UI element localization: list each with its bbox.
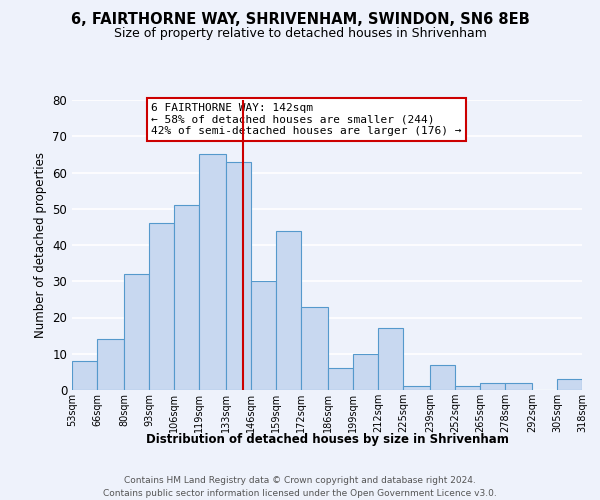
Text: Distribution of detached houses by size in Shrivenham: Distribution of detached houses by size …	[146, 432, 508, 446]
Y-axis label: Number of detached properties: Number of detached properties	[34, 152, 47, 338]
Bar	[174, 205, 199, 390]
Bar	[124, 274, 149, 390]
Bar	[455, 386, 480, 390]
Bar	[226, 162, 251, 390]
Bar	[97, 339, 124, 390]
Text: 6 FAIRTHORNE WAY: 142sqm
← 58% of detached houses are smaller (244)
42% of semi-: 6 FAIRTHORNE WAY: 142sqm ← 58% of detach…	[151, 103, 461, 136]
Text: Size of property relative to detached houses in Shrivenham: Size of property relative to detached ho…	[113, 28, 487, 40]
Bar	[301, 306, 328, 390]
Bar	[505, 383, 532, 390]
Text: 6, FAIRTHORNE WAY, SHRIVENHAM, SWINDON, SN6 8EB: 6, FAIRTHORNE WAY, SHRIVENHAM, SWINDON, …	[71, 12, 529, 28]
Bar	[378, 328, 403, 390]
Text: Contains HM Land Registry data © Crown copyright and database right 2024.: Contains HM Land Registry data © Crown c…	[124, 476, 476, 485]
Bar	[557, 379, 582, 390]
Bar	[403, 386, 430, 390]
Bar	[199, 154, 226, 390]
Bar	[149, 223, 174, 390]
Bar	[72, 361, 97, 390]
Bar	[430, 364, 455, 390]
Bar	[276, 230, 301, 390]
Bar	[328, 368, 353, 390]
Bar	[480, 383, 505, 390]
Text: Contains public sector information licensed under the Open Government Licence v3: Contains public sector information licen…	[103, 489, 497, 498]
Bar	[353, 354, 378, 390]
Bar	[251, 281, 276, 390]
